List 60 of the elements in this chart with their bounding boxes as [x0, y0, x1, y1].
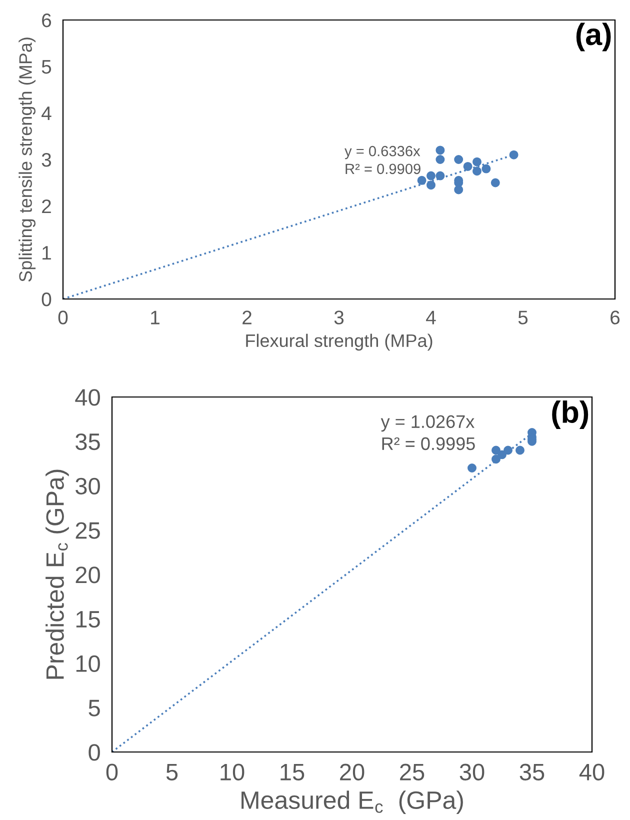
- x-tick-label: 0: [106, 764, 118, 780]
- point: [482, 164, 491, 174]
- point: [492, 446, 500, 455]
- x-tick-label: 15: [280, 764, 304, 780]
- point: [498, 450, 506, 460]
- y-tick-label: 10: [76, 655, 100, 672]
- x-tick-label: 3: [334, 310, 344, 324]
- y-tick-label: 40: [75, 389, 100, 406]
- point: [454, 155, 464, 164]
- y-tick-label: 5: [88, 700, 100, 716]
- y-axis-title: Splitting tensile strength (MPa): [18, 38, 36, 282]
- x-tick-label: 0: [58, 310, 68, 324]
- x-tick-label: 5: [166, 764, 178, 780]
- point: [454, 185, 464, 194]
- x-tick-label: 2: [242, 310, 252, 324]
- y-tick-label: 30: [76, 478, 100, 495]
- y-tick-label: 15: [76, 611, 100, 628]
- annotation: (b): [552, 400, 588, 430]
- x-tick-label: 4: [426, 310, 436, 324]
- y-tick-label: 2: [42, 199, 51, 214]
- point: [436, 171, 445, 180]
- annotation: y = 1.0267x R² = 0.9995: [380, 415, 475, 450]
- point: [504, 446, 512, 455]
- point: [426, 180, 436, 190]
- point: [492, 454, 500, 464]
- x-tick-label: 40: [579, 764, 604, 780]
- x-tick-label: 5: [518, 310, 528, 324]
- y-tick-label: 3: [42, 152, 52, 167]
- y-tick-label: 4: [42, 106, 52, 120]
- annotation: y = 0.6336x R² = 0.9909: [344, 146, 420, 174]
- point: [417, 176, 426, 185]
- point: [436, 155, 445, 164]
- point: [490, 178, 500, 188]
- x-axis-title: Measured E$_{c}$ (GPa): [242, 790, 463, 814]
- x-tick-label: 6: [610, 310, 620, 324]
- x-tick-label: 25: [400, 764, 424, 780]
- x-tick-label: 30: [460, 764, 484, 780]
- x-tick-label: 10: [220, 764, 244, 780]
- y-tick-label: 1: [42, 246, 51, 260]
- point: [468, 464, 476, 472]
- y-tick-label: 20: [76, 566, 100, 584]
- point: [516, 446, 524, 455]
- y-tick-label: 5: [42, 60, 52, 74]
- x-tick-label: 35: [520, 764, 544, 780]
- y-tick-label: 0: [88, 744, 100, 761]
- point: [426, 171, 436, 180]
- annotation: (a): [576, 22, 611, 52]
- point: [463, 162, 472, 171]
- y-tick-label: 35: [76, 433, 100, 450]
- point: [436, 146, 445, 155]
- point: [472, 166, 482, 176]
- x-tick-label: 1: [151, 310, 160, 324]
- y-axis-title: Predicted E$_{c}$ (GPa): [46, 470, 69, 679]
- x-axis-title: Flexural strength (MPa): [246, 334, 432, 351]
- y-tick-label: 25: [76, 522, 100, 539]
- y-tick-label: 6: [42, 13, 52, 28]
- point: [472, 157, 482, 166]
- point: [509, 150, 518, 160]
- x-tick-label: 20: [340, 764, 364, 780]
- y-tick-label: 0: [42, 292, 52, 306]
